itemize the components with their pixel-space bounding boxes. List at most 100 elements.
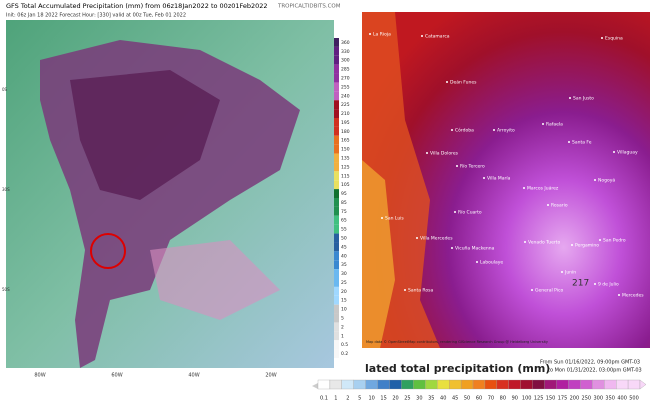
colorbar-label: 300 <box>593 396 603 402</box>
colorbar-label: 30 <box>341 271 347 277</box>
colorbar-swatch <box>334 180 339 190</box>
colorbar-swatch <box>334 251 339 261</box>
place-dot <box>547 204 549 206</box>
colorbar-label: 400 <box>617 396 627 402</box>
colorbar-label: 45 <box>452 396 458 402</box>
place-dot <box>568 141 570 143</box>
place-dot <box>613 151 615 153</box>
place-dot <box>369 33 371 35</box>
colorbar-label: 0.2 <box>341 351 348 357</box>
highlight-circle <box>90 233 126 269</box>
colorbar-swatch <box>334 73 339 83</box>
place-label: Nogoyá <box>598 177 615 184</box>
place-label: Santa Rosa <box>408 288 433 294</box>
colorbar-swatch <box>425 379 438 390</box>
colorbar-label: 165 <box>341 138 350 144</box>
place-label: Arroyito <box>497 128 515 134</box>
colorbar-label: 1 <box>334 396 337 402</box>
lat-label: 50S <box>2 287 10 292</box>
colorbar-swatch <box>353 379 366 390</box>
place-dot <box>599 239 601 241</box>
place-label: Santa Fe <box>572 140 592 146</box>
colorbar-label: 70 <box>488 396 494 402</box>
place-label: Villa Mercedes <box>420 236 453 242</box>
colorbar-swatch <box>413 379 426 390</box>
place-dot <box>561 271 563 273</box>
colorbar-label: 45 <box>341 244 347 250</box>
colorbar-swatch <box>334 313 339 323</box>
left-site: TROPICALTIDBITS.COM <box>277 4 341 10</box>
colorbar-swatch <box>334 269 339 278</box>
place-dot <box>493 129 495 131</box>
colorbar-label: 330 <box>341 49 350 55</box>
colorbar-label: 2 <box>346 396 349 402</box>
colorbar-swatch <box>401 379 414 390</box>
legend-title: lated total precipitation (mm) <box>365 362 550 375</box>
place-label: Venado Tuerto <box>528 240 560 246</box>
colorbar-swatch <box>334 331 339 341</box>
colorbar-label: 90 <box>512 396 518 402</box>
colorbar-label: 500 <box>629 396 639 402</box>
place-label: Marcos Juárez <box>527 185 559 192</box>
heavy-precip <box>70 70 220 200</box>
colorbar-label: 55 <box>341 227 347 233</box>
place-label: Laboulaye <box>480 260 503 266</box>
colorbar-swatch <box>334 135 339 145</box>
colorbar-swatch <box>334 260 339 270</box>
place-label: La Rioja <box>373 32 391 38</box>
colorbar-label: 75 <box>341 209 347 215</box>
colorbar-label: 5 <box>341 316 344 322</box>
peak-value: 217 <box>572 279 589 289</box>
colorbar-swatch <box>449 379 462 390</box>
colorbar-label: 125 <box>534 396 544 402</box>
colorbar-label: 5 <box>358 396 361 402</box>
colorbar-label: 360 <box>341 40 350 46</box>
colorbar-swatch <box>334 215 339 225</box>
colorbar-label: 125 <box>341 164 350 170</box>
colorbar-swatch <box>334 295 339 305</box>
colorbar-label: 285 <box>341 67 350 73</box>
colorbar-label: 240 <box>341 93 350 99</box>
colorbar-label: 1 <box>341 333 344 339</box>
colorbar-swatch <box>615 379 629 390</box>
place-dot <box>416 237 418 239</box>
colorbar-swatch <box>365 379 378 390</box>
colorbar-swatch <box>334 224 339 234</box>
lowest-precip <box>362 160 395 348</box>
place-dot <box>594 179 596 181</box>
colorbar-swatch <box>334 126 339 136</box>
place-dot <box>446 81 448 83</box>
place-label: Junín <box>564 269 576 276</box>
lon-label: 20W <box>265 373 276 379</box>
period-from: From Sun 01/16/2022, 09:00pm GMT-03 <box>540 360 640 366</box>
place-dot <box>542 123 544 125</box>
colorbar-swatch <box>334 144 339 154</box>
colorbar-swatch <box>334 189 339 198</box>
place-label: Villaguay <box>617 150 638 156</box>
colorbar-swatch <box>334 233 339 243</box>
colorbar-swatch <box>334 55 339 65</box>
lon-label: 60W <box>111 373 122 379</box>
colorbar-label: 80 <box>500 396 506 402</box>
lon-label: 40W <box>188 373 199 379</box>
colorbar-label: 150 <box>546 396 556 402</box>
colorbar-swatch <box>334 340 339 350</box>
place-label: Villa María <box>487 175 511 182</box>
colorbar-label: 25 <box>404 396 410 402</box>
attribution: Map data © OpenStreetMap contributors, r… <box>366 340 548 344</box>
colorbar-label: 115 <box>341 173 350 179</box>
colorbar-label: 180 <box>341 129 350 135</box>
colorbar-label: 25 <box>341 280 347 286</box>
place-label: Mercedes <box>622 293 644 299</box>
place-dot <box>571 244 573 246</box>
lat-label: 30S <box>2 187 10 192</box>
colorbar-label: 20 <box>392 396 398 402</box>
colorbar-swatch <box>317 379 331 390</box>
colorbar-label: 95 <box>341 191 347 197</box>
colorbar-swatch <box>329 379 343 390</box>
colorbar-swatch <box>334 304 339 314</box>
colorbar-swatch <box>334 82 339 92</box>
colorbar-swatch <box>460 379 474 390</box>
place-dot <box>451 247 453 249</box>
